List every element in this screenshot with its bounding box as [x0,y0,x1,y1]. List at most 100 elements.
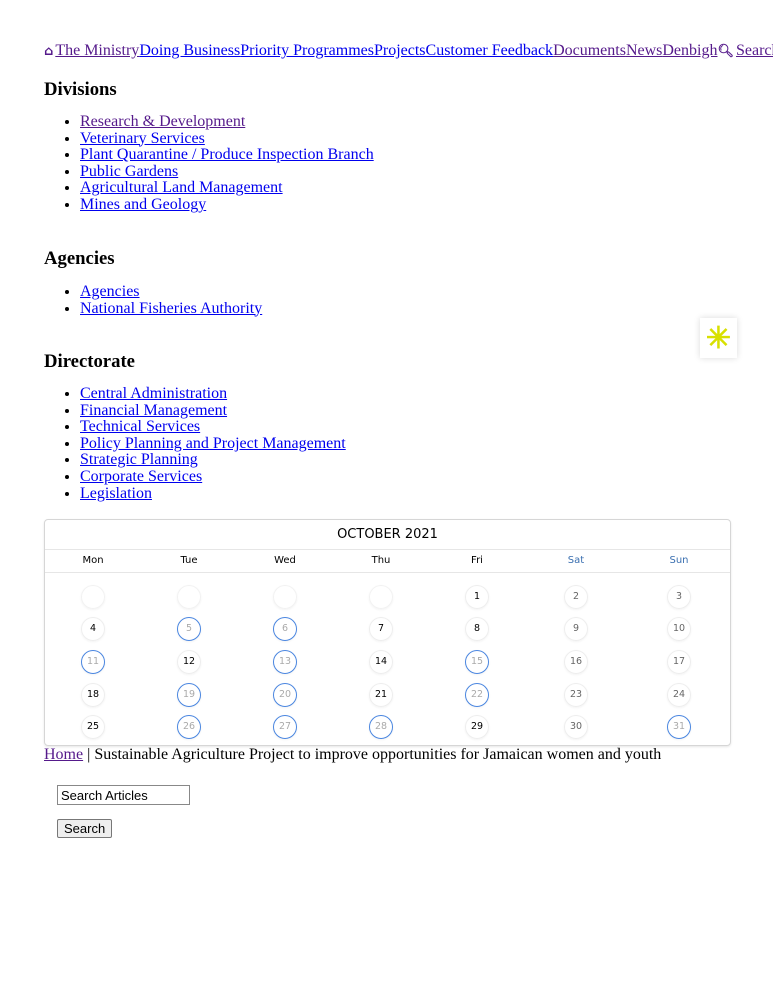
calendar-day-16[interactable]: 16 [564,650,588,674]
calendar-day-22[interactable]: 22 [465,683,489,707]
nav-link-label: News [625,42,663,59]
calendar-empty-cell [177,585,201,609]
calendar-day-2[interactable]: 2 [564,585,588,609]
nav-link-documents[interactable]: Documents [553,42,626,59]
list-item: Public Gardens [80,162,374,181]
breadcrumb-separator: | [87,746,91,763]
nav-link-customer-feedback[interactable]: Customer Feedback [426,42,554,59]
directorate-link-central-administration[interactable]: Central Administration [80,385,228,402]
calendar-day-25[interactable]: 25 [81,715,105,739]
calendar-day-5[interactable]: 5 [177,617,201,641]
list-item: Research & Development [80,113,374,131]
calendar-empty-cell [81,585,105,609]
directorate-link-policy-planning-and-project-management[interactable]: Policy Planning and Project Management [80,434,346,452]
divisions-link-agricultural-land-management[interactable]: Agricultural Land Management [80,179,283,197]
calendar-empty-cell [369,585,393,609]
calendar-day-7[interactable]: 7 [369,617,393,641]
list-item: Strategic Planning [80,452,346,469]
weekday-wed: Wed [274,555,296,566]
search-button[interactable]: Search [57,819,113,838]
breadcrumb-current: Sustainable Agriculture Project to impro… [94,746,662,763]
divisions-link-mines-and-geology[interactable]: Mines and Geology [80,195,207,213]
weekday-header: Mon Tue Wed Thu Fri Sat Sun [45,550,730,573]
calendar-day-24[interactable]: 24 [667,683,691,707]
calendar-day-29[interactable]: 29 [465,715,489,739]
list-item: Technical Services [80,418,346,436]
list-item: Policy Planning and Project Management [80,434,346,453]
divisions-heading: Divisions [44,79,117,100]
calendar-day-20[interactable]: 20 [273,683,297,707]
list-item: Agricultural Land Management [80,180,374,197]
nav-link-label: Customer Feedback [425,42,554,59]
calendar-day-3[interactable]: 3 [667,585,691,609]
calendar-day-13[interactable]: 13 [273,650,297,674]
nav-link-label: Search [736,42,773,59]
directorate-link-legislation[interactable]: Legislation [80,484,152,502]
breadcrumb-home-link[interactable]: Home [44,746,84,763]
calendar-day-12[interactable]: 12 [177,650,201,674]
accessibility-sparkle-icon: ✳ [705,321,732,355]
calendar-day-31[interactable]: 31 [667,715,691,739]
list-item: Veterinary Services [80,129,374,148]
directorate-link-financial-management[interactable]: Financial Management [80,401,228,419]
nav-link-denbigh[interactable]: Denbigh [662,42,717,59]
calendar-day-19[interactable]: 19 [177,683,201,707]
agencies-link-agencies[interactable]: Agencies [80,283,140,300]
list-item: Mines and Geology [80,195,374,214]
search-icon: 🔍︎ [717,44,734,59]
search-form: Search [57,785,190,838]
calendar-day-14[interactable]: 14 [369,650,393,674]
calendar-day-9[interactable]: 9 [564,617,588,641]
search-articles-input[interactable] [57,785,190,805]
list-item: National Fisheries Authority [80,299,263,318]
nav-link-doing-business[interactable]: Doing Business [139,42,240,59]
weekday-thu: Thu [371,555,391,566]
nav-link-label: Documents [553,42,626,59]
divisions-link-research-development[interactable]: Research & Development [80,113,246,130]
nav-link-label: Priority Programmes [240,42,374,59]
divisions-list: Research & DevelopmentVeterinary Service… [44,113,374,214]
divisions-link-veterinary-services[interactable]: Veterinary Services [80,129,205,147]
calendar-day-8[interactable]: 8 [465,617,489,641]
calendar-day-6[interactable]: 6 [273,617,297,641]
calendar-day-28[interactable]: 28 [369,715,393,739]
nav-link-label: Doing Business [139,42,241,59]
directorate-link-strategic-planning[interactable]: Strategic Planning [80,451,198,469]
calendar-day-23[interactable]: 23 [564,683,588,707]
calendar-month-title: OCTOBER 2021 [45,520,730,550]
agencies-link-national-fisheries-authority[interactable]: National Fisheries Authority [80,299,263,317]
list-item: Corporate Services [80,467,346,486]
calendar-day-11[interactable]: 11 [81,650,105,674]
weekday-fri: Fri [471,555,483,566]
calendar-day-4[interactable]: 4 [81,617,105,641]
calendar-day-15[interactable]: 15 [465,650,489,674]
agencies-heading: Agencies [44,248,115,269]
directorate-link-corporate-services[interactable]: Corporate Services [80,467,203,485]
calendar-day-30[interactable]: 30 [564,715,588,739]
calendar-day-1[interactable]: 1 [465,585,489,609]
nav-link-search[interactable]: 🔍︎Search [717,42,773,59]
divisions-link-public-gardens[interactable]: Public Gardens [80,162,179,180]
list-item: Central Administration [80,385,346,403]
breadcrumb: Home | Sustainable Agriculture Project t… [44,746,661,764]
calendar-day-18[interactable]: 18 [81,683,105,707]
home-icon: ⌂ [44,44,54,59]
calendar-day-27[interactable]: 27 [273,715,297,739]
list-item: Agencies [80,283,262,301]
divisions-link-plant-quarantine-produce-inspection-branch[interactable]: Plant Quarantine / Produce Inspection Br… [80,146,374,164]
calendar-day-17[interactable]: 17 [667,650,691,674]
accessibility-widget-button[interactable]: ✳ [700,318,737,358]
nav-link-label: Projects [373,42,426,59]
weekday-tue: Tue [180,555,198,566]
calendar-day-21[interactable]: 21 [369,683,393,707]
calendar-day-26[interactable]: 26 [177,715,201,739]
nav-link-priority-programmes[interactable]: Priority Programmes [240,42,374,59]
nav-link-the-ministry[interactable]: ⌂ The Ministry [44,42,139,59]
nav-link-projects[interactable]: Projects [374,42,426,59]
calendar-day-10[interactable]: 10 [667,617,691,641]
directorate-heading: Directorate [44,351,135,372]
calendar-empty-cell [273,585,297,609]
directorate-list: Central AdministrationFinancial Manageme… [44,385,346,502]
nav-link-news[interactable]: News [626,42,662,59]
directorate-link-technical-services[interactable]: Technical Services [80,418,201,436]
